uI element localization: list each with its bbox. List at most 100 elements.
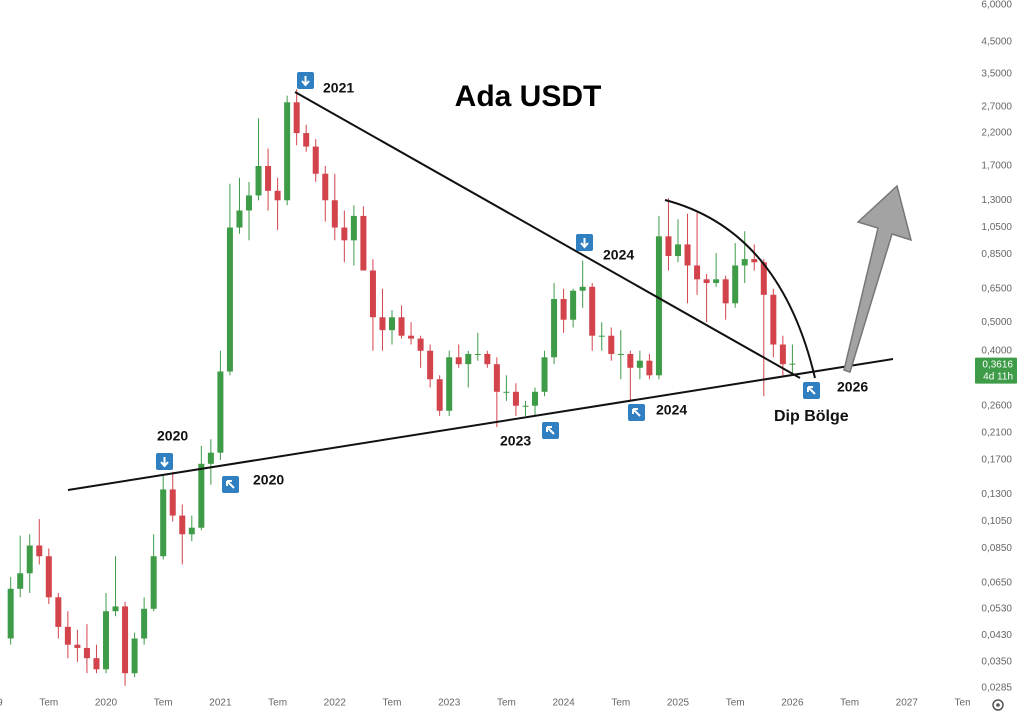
candle-body bbox=[246, 195, 252, 211]
candle-body bbox=[217, 371, 224, 453]
candle-body bbox=[131, 638, 138, 674]
x-tick-label: Tem bbox=[154, 698, 173, 709]
y-tick-label: 0,1300 bbox=[981, 489, 1012, 500]
candle-body bbox=[446, 357, 453, 411]
y-tick-label: 0,0430 bbox=[981, 630, 1012, 641]
candle-body bbox=[646, 360, 653, 376]
candle-body bbox=[560, 298, 567, 320]
y-axis: 6,0000 4,5000 3,5000 2,7000 2,2000 1,7000 1,30… bbox=[975, 0, 1017, 694]
candle-body bbox=[684, 244, 691, 266]
candles bbox=[7, 89, 796, 686]
annotation: 2024 bbox=[603, 247, 634, 263]
candle-body bbox=[303, 133, 310, 147]
support-line bbox=[67, 358, 894, 491]
candle-body bbox=[7, 588, 14, 639]
y-tick-label: 2,2000 bbox=[981, 128, 1012, 139]
up-left-marker bbox=[222, 476, 239, 493]
candle-body bbox=[398, 317, 405, 336]
annotation: Dip Bölge bbox=[774, 408, 849, 425]
y-tick-label: 0,0285 bbox=[981, 683, 1012, 694]
y-tick-label: 2,7000 bbox=[981, 102, 1012, 113]
y-tick-label: 0,5000 bbox=[981, 317, 1012, 328]
candle-body bbox=[274, 190, 281, 201]
candle-body bbox=[103, 611, 109, 670]
candle-body bbox=[608, 335, 615, 354]
candle-body bbox=[465, 353, 472, 365]
y-tick-label: 0,1050 bbox=[981, 516, 1012, 527]
candle-body bbox=[36, 545, 43, 557]
candle-body bbox=[455, 357, 462, 365]
candle-body bbox=[598, 335, 605, 337]
candle-body bbox=[779, 344, 786, 365]
candle-body bbox=[312, 146, 319, 174]
candle-body bbox=[541, 357, 548, 392]
candle-body bbox=[179, 515, 186, 535]
candle-body bbox=[341, 227, 348, 241]
annotation: 2020 bbox=[157, 428, 188, 444]
x-tick-label: 2019 bbox=[0, 698, 3, 709]
candle-body bbox=[789, 363, 796, 365]
candle-body bbox=[379, 317, 386, 331]
arc-line bbox=[664, 199, 816, 379]
candle-body bbox=[93, 658, 100, 670]
y-tick-label: 6,0000 bbox=[981, 0, 1012, 11]
candle-body bbox=[141, 608, 148, 639]
candle-body bbox=[265, 166, 272, 191]
candle-body bbox=[579, 286, 586, 291]
y-tick-label: 1,3000 bbox=[981, 195, 1012, 206]
candle-body bbox=[551, 298, 558, 358]
candle-body bbox=[293, 102, 300, 134]
up-arrow bbox=[843, 184, 913, 373]
up-left-marker bbox=[803, 382, 820, 399]
x-tick-label: Tem bbox=[497, 698, 516, 709]
candle-body bbox=[150, 556, 157, 609]
candle-body bbox=[350, 215, 357, 241]
candle-body bbox=[589, 286, 596, 336]
candle-body bbox=[703, 279, 710, 283]
candle-body bbox=[512, 391, 519, 406]
y-tick-label: 0,2600 bbox=[981, 400, 1012, 411]
settings-icon bbox=[992, 699, 1004, 711]
last-price-label: 0,3616 bbox=[982, 359, 1013, 370]
candle-body bbox=[360, 215, 367, 271]
y-tick-label: 1,7000 bbox=[981, 161, 1012, 172]
candle-body bbox=[675, 244, 681, 257]
candle-body bbox=[112, 606, 119, 612]
candle-body bbox=[369, 270, 376, 318]
drawings bbox=[67, 91, 894, 491]
candle-body bbox=[732, 265, 739, 304]
x-tick-label: 2025 bbox=[667, 698, 690, 709]
y-tick-label: 0,0650 bbox=[981, 577, 1012, 588]
candle-body bbox=[408, 335, 415, 339]
candle-body bbox=[770, 294, 777, 345]
y-tick-label: 0,0530 bbox=[981, 603, 1012, 614]
y-tick-label: 3,5000 bbox=[981, 68, 1012, 79]
y-tick-label: 4,5000 bbox=[981, 36, 1012, 47]
chart-title: Ada USDT bbox=[455, 80, 602, 113]
candle-body bbox=[493, 364, 500, 392]
up-left-marker bbox=[628, 404, 645, 421]
candle-body bbox=[236, 210, 243, 228]
candle-body bbox=[198, 463, 205, 528]
candle-body bbox=[226, 227, 233, 372]
candle-body bbox=[55, 597, 62, 627]
candle-body bbox=[627, 353, 634, 368]
y-tick-label: 0,6500 bbox=[981, 283, 1012, 294]
candle-body bbox=[188, 527, 195, 535]
candle-body bbox=[74, 644, 81, 648]
y-tick-label: 0,0350 bbox=[981, 656, 1012, 667]
annotation: 2026 bbox=[837, 379, 868, 395]
candle-body bbox=[522, 405, 529, 407]
candle-body bbox=[741, 259, 748, 266]
candle-body bbox=[570, 290, 577, 320]
annotation: 2020 bbox=[253, 472, 284, 488]
candle-body bbox=[255, 166, 262, 196]
x-tick-label: 2023 bbox=[438, 698, 461, 709]
y-tick-label: 1,0500 bbox=[981, 222, 1012, 233]
x-tick-label: 2022 bbox=[324, 698, 347, 709]
x-tick-label: 2021 bbox=[209, 698, 232, 709]
x-tick-label: Tem bbox=[39, 698, 58, 709]
candle-body bbox=[417, 338, 424, 351]
candle-body bbox=[665, 236, 672, 257]
